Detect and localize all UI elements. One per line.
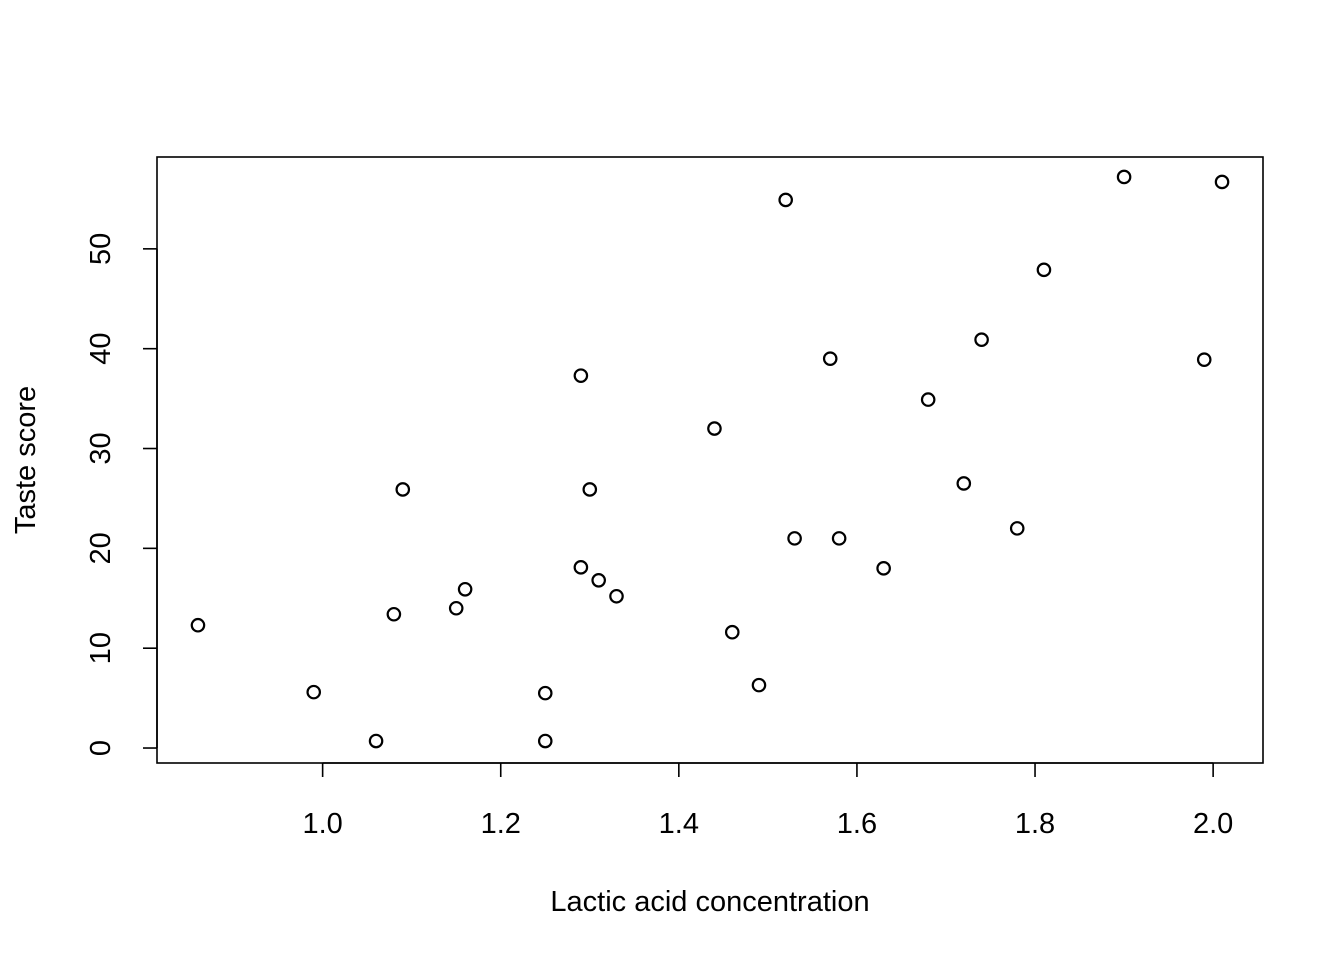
x-tick-label: 2.0 <box>1193 808 1233 840</box>
y-tick-label: 50 <box>85 233 117 265</box>
data-point <box>591 573 606 588</box>
data-point <box>1009 521 1025 536</box>
x-tick-label: 1.8 <box>1015 808 1055 840</box>
data-point <box>974 332 989 347</box>
x-tick-label: 1.2 <box>481 808 521 840</box>
data-point <box>787 531 802 546</box>
data-point <box>306 684 322 700</box>
y-tick-label: 20 <box>85 532 117 564</box>
data-point <box>582 482 598 497</box>
data-point <box>778 192 793 208</box>
data-point <box>822 351 838 366</box>
data-point <box>1116 169 1132 185</box>
data-point <box>395 482 411 497</box>
data-point <box>1196 352 1212 367</box>
data-point <box>448 600 464 616</box>
data-point <box>573 368 589 383</box>
y-tick-label: 40 <box>85 333 117 365</box>
data-point <box>537 733 553 749</box>
data-point <box>457 581 473 597</box>
data-point <box>876 561 891 576</box>
data-point <box>751 677 767 693</box>
data-point <box>920 392 936 407</box>
y-axis: 0 10 20 30 40 50 <box>85 233 158 756</box>
data-point <box>190 617 206 633</box>
plot-frame <box>156 156 1264 764</box>
data-point <box>1214 174 1230 190</box>
data-points <box>190 169 1230 749</box>
data-point <box>609 588 624 604</box>
y-tick-label: 30 <box>85 432 117 464</box>
data-point <box>1036 262 1052 278</box>
x-axis: 1.0 1.2 1.4 1.6 1.8 2.0 <box>302 762 1233 840</box>
y-tick-label: 10 <box>85 632 117 664</box>
data-point <box>573 560 589 575</box>
data-point <box>707 421 722 436</box>
x-tick-label: 1.0 <box>302 808 342 840</box>
data-point <box>724 624 740 640</box>
data-point <box>537 685 553 701</box>
data-point <box>831 531 847 546</box>
data-point <box>386 606 402 622</box>
y-axis-label: Taste score <box>10 386 42 534</box>
data-point <box>368 733 384 749</box>
x-axis-label: Lactic acid concentration <box>550 886 869 918</box>
y-tick-label: 0 <box>85 740 117 756</box>
x-tick-label: 1.6 <box>837 808 877 840</box>
x-tick-label: 1.4 <box>659 808 699 840</box>
data-point <box>956 476 972 491</box>
